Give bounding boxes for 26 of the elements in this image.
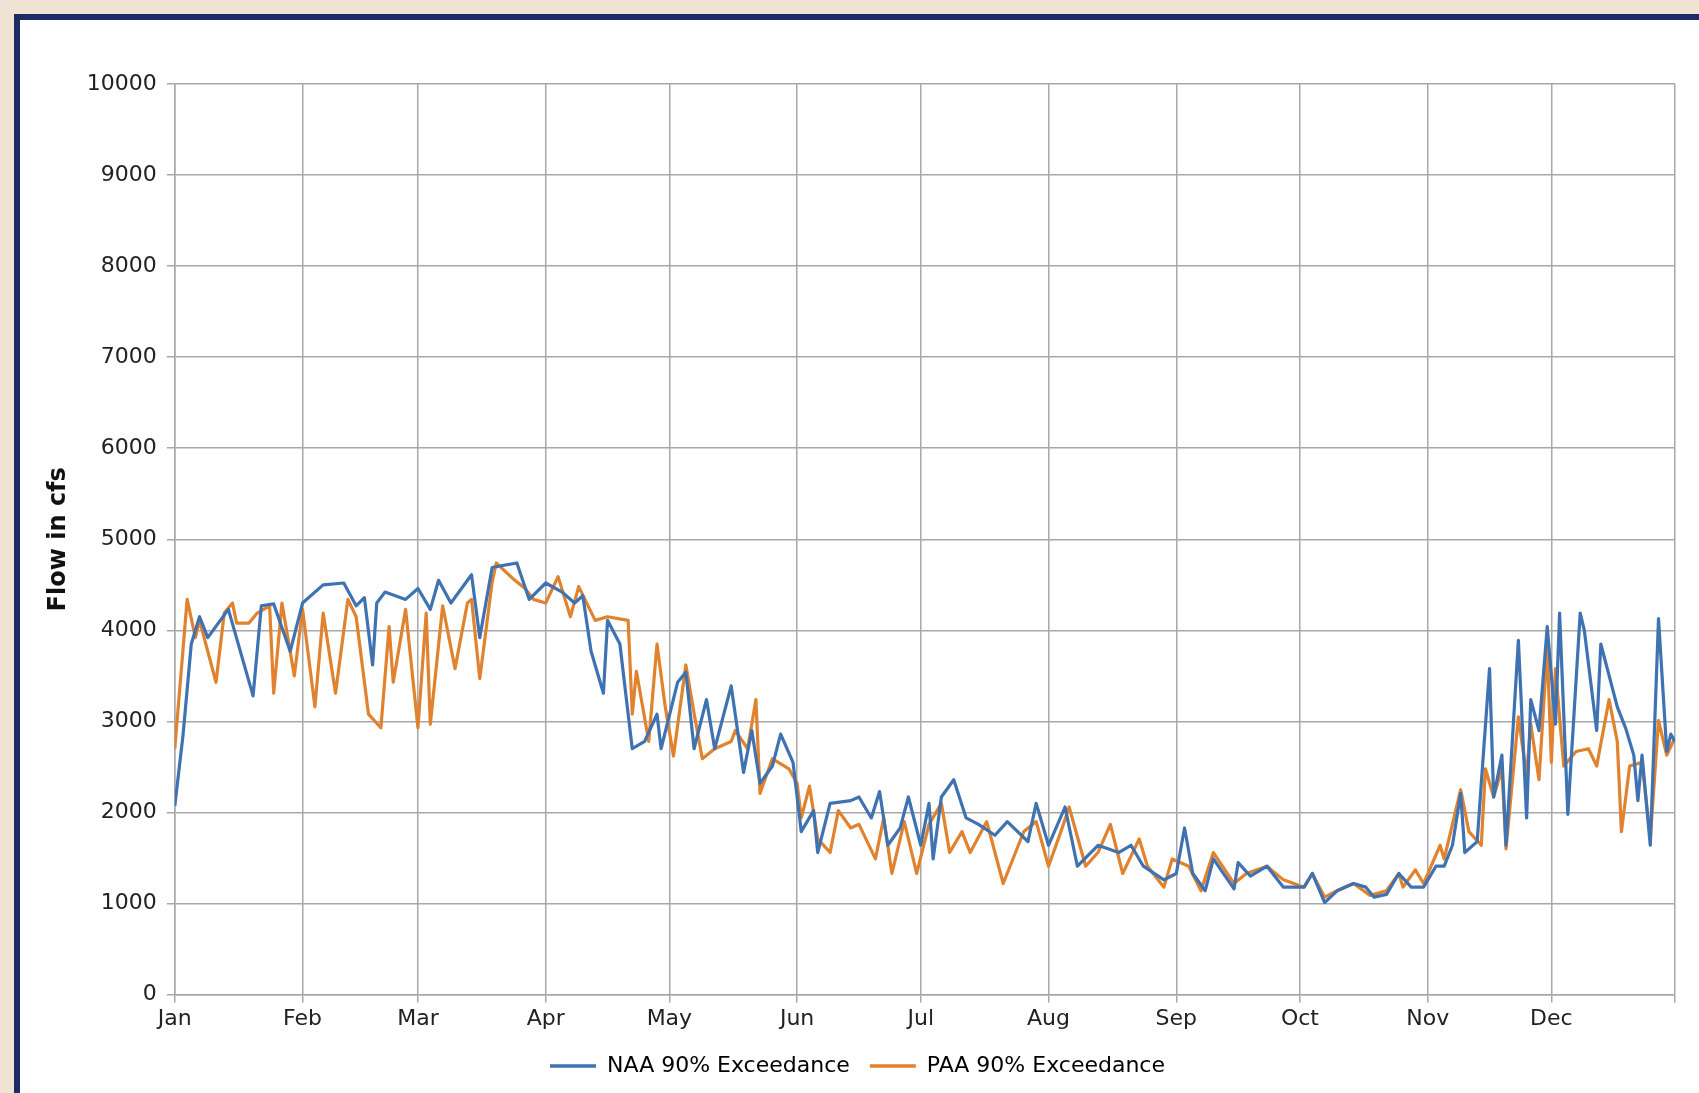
y-tick-label: 4000 — [100, 616, 157, 642]
x-tick-label: May — [646, 1004, 693, 1030]
legend-label: NAA 90% Exceedance — [607, 1051, 850, 1077]
x-tick-label: Apr — [526, 1004, 566, 1030]
x-tick-label: Jul — [905, 1004, 935, 1030]
y-tick-label: 6000 — [100, 433, 157, 459]
x-tick-label: Aug — [1027, 1004, 1071, 1030]
y-tick-label: 8000 — [100, 251, 157, 277]
x-tick-label: Sep — [1155, 1004, 1198, 1030]
x-tick-label: Mar — [397, 1004, 440, 1030]
y-tick-label: 2000 — [100, 798, 157, 824]
legend-label: PAA 90% Exceedance — [926, 1051, 1165, 1077]
y-tick-label: 1000 — [100, 889, 157, 915]
x-tick-label: Jun — [777, 1004, 815, 1030]
x-tick-label: Jan — [155, 1004, 192, 1030]
x-tick-label: Dec — [1530, 1004, 1573, 1030]
y-tick-label: 0 — [142, 980, 157, 1006]
x-tick-label: Feb — [283, 1004, 323, 1030]
y-axis-title: Flow in cfs — [42, 467, 71, 612]
y-tick-label: 3000 — [100, 707, 157, 733]
y-tick-label: 5000 — [100, 525, 157, 551]
y-tick-label: 9000 — [100, 160, 157, 186]
y-tick-label: 10000 — [86, 69, 157, 95]
x-tick-label: Oct — [1280, 1004, 1320, 1030]
y-tick-label: 7000 — [100, 342, 157, 368]
x-tick-label: Nov — [1406, 1004, 1450, 1030]
